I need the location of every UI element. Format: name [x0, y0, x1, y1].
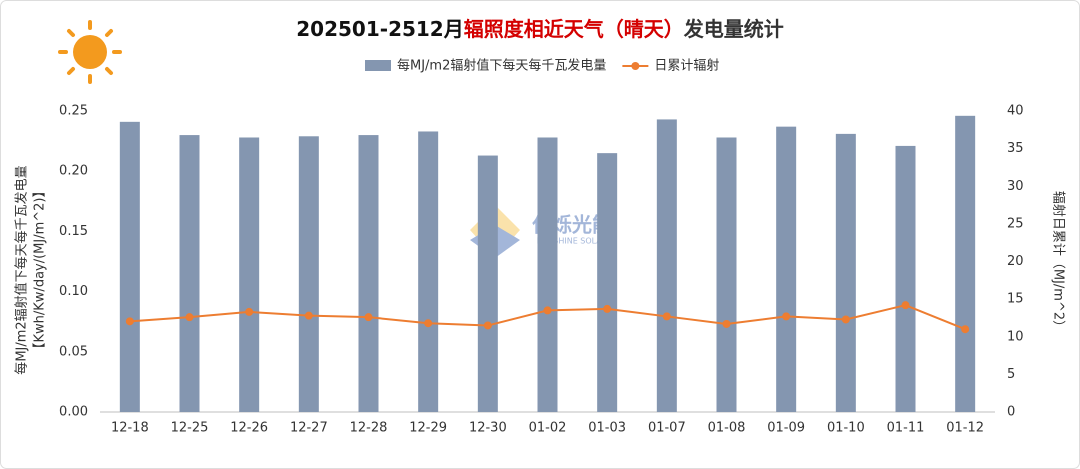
line-point [364, 313, 373, 322]
bar [358, 135, 379, 412]
x-tick-label: 01-11 [887, 421, 925, 436]
line-point [961, 325, 970, 334]
bar [179, 135, 200, 412]
line-point [901, 301, 910, 310]
y2-tick-label: 40 [1007, 104, 1024, 119]
y2-tick-label: 25 [1007, 216, 1024, 231]
line-point [483, 321, 492, 330]
x-tick-label: 12-30 [469, 421, 507, 436]
y-tick-label: 0.00 [59, 405, 88, 420]
line-point [185, 313, 194, 322]
title-part: 发电量统计 [683, 17, 784, 41]
y-tick-label: 0.15 [59, 224, 88, 239]
y2-tick-label: 15 [1007, 292, 1024, 307]
x-tick-label: 12-28 [350, 421, 388, 436]
bar [537, 137, 558, 412]
x-tick-label: 12-26 [230, 421, 268, 436]
bar [597, 153, 618, 412]
line-point [662, 312, 671, 321]
y-axis-label: 【Kwh/Kw/day/(MJ/m^2)】 [33, 184, 48, 355]
y-tick-label: 0.25 [59, 104, 88, 119]
bar [955, 115, 976, 412]
legend-swatch [365, 60, 391, 71]
x-tick-label: 12-27 [290, 421, 328, 436]
line-point [125, 317, 134, 326]
x-tick-label: 01-10 [827, 421, 865, 436]
y-axis-label: 每MJ/m2辐射值下每天每千瓦发电量 [14, 165, 30, 374]
bar [119, 121, 140, 412]
bar [716, 137, 737, 412]
y2-tick-label: 10 [1007, 329, 1024, 344]
y2-tick-label: 30 [1007, 179, 1024, 194]
y-tick-label: 0.20 [59, 164, 88, 179]
line-point [603, 304, 612, 313]
legend-label: 日累计辐射 [654, 58, 719, 74]
x-tick-label: 01-03 [588, 421, 626, 436]
x-tick-label: 12-18 [111, 421, 149, 436]
x-tick-label: 12-29 [409, 421, 447, 436]
bar [418, 131, 439, 412]
title-part: 202501-2512月 [296, 17, 463, 41]
sun-icon [58, 20, 122, 84]
x-tick-label: 01-08 [708, 421, 746, 436]
line-point [722, 319, 731, 328]
x-tick-label: 01-12 [946, 421, 984, 436]
chart-title: 202501-2512月辐照度相近天气（晴天）发电量统计 [296, 17, 783, 41]
line-point [424, 319, 433, 328]
y2-tick-label: 5 [1007, 367, 1015, 382]
line-point [782, 312, 791, 321]
legend-swatch [631, 62, 640, 70]
legend-label: 每MJ/m2辐射值下每天每千瓦发电量 [397, 58, 606, 74]
x-tick-label: 01-02 [529, 421, 567, 436]
title-highlight: 辐照度相近天气（晴天） [464, 17, 684, 41]
y-tick-label: 0.10 [59, 284, 88, 299]
y2-tick-label: 0 [1007, 405, 1015, 420]
line-point [543, 306, 552, 315]
y2-axis-label: 辐射日累计（MJ/m^2） [1051, 191, 1067, 333]
watermark-subtitle: RENSHINE SOLAR [537, 237, 608, 246]
y2-tick-label: 35 [1007, 141, 1024, 156]
bar [835, 133, 856, 412]
x-tick-label: 01-09 [767, 421, 805, 436]
x-tick-label: 01-07 [648, 421, 686, 436]
bar [477, 155, 498, 412]
x-tick-label: 12-25 [171, 421, 209, 436]
y2-tick-label: 20 [1007, 254, 1024, 269]
bar [298, 136, 319, 412]
line-point [841, 315, 850, 324]
bar [776, 126, 797, 412]
bar [656, 119, 677, 412]
bar [895, 145, 916, 412]
bar [239, 137, 260, 412]
line-point [304, 311, 313, 320]
line-point [245, 307, 254, 316]
y-tick-label: 0.05 [59, 344, 88, 359]
